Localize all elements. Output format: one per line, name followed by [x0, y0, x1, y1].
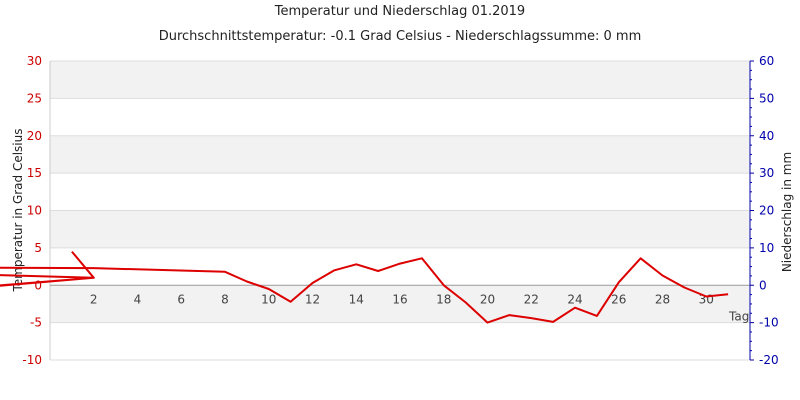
x-tick-label: 4	[134, 292, 142, 306]
right-axis-ticks: -20 -10 0 10 20 30 40 50 60	[750, 54, 779, 367]
temperature-series-line	[0, 250, 729, 324]
right-tick-label: 40	[759, 129, 774, 143]
right-tick-label: -20	[759, 353, 779, 367]
right-axis-label: Niederschlag in mm	[780, 152, 794, 272]
x-tick-label: 6	[177, 292, 185, 306]
background-band	[50, 322, 750, 360]
right-tick-label: 30	[759, 166, 774, 180]
x-tick-label: 22	[524, 292, 539, 306]
background-band	[50, 173, 750, 211]
right-tick-label: 20	[759, 204, 774, 218]
x-tick-label: 10	[261, 292, 276, 306]
grid-lines	[50, 60, 750, 361]
x-tick-label: 12	[305, 292, 320, 306]
left-tick-label: 5	[34, 241, 42, 255]
background-band	[50, 98, 750, 136]
x-axis-ticks: 2 4 6 8 10 12 14 16 18 20 22 24 26 28 30	[90, 292, 714, 306]
background-band	[50, 285, 750, 323]
x-tick-label: 16	[392, 292, 407, 306]
left-tick-label: 20	[27, 129, 42, 143]
chart-subtitle: Durchschnittstemperatur: -0.1 Grad Celsi…	[158, 29, 642, 44]
x-axis-label: Tag	[728, 309, 749, 323]
background-band	[50, 61, 750, 99]
left-axis-label: Temperatur in Grad Celsius	[11, 128, 25, 292]
right-tick-label: 60	[759, 54, 774, 68]
x-tick-label: 20	[480, 292, 495, 306]
x-tick-label: 26	[611, 292, 626, 306]
chart-title: Temperatur und Niederschlag 01.2019	[274, 4, 526, 19]
x-tick-label: 18	[436, 292, 451, 306]
right-tick-label: -10	[759, 316, 779, 330]
right-tick-label: 50	[759, 91, 774, 105]
left-tick-label: -5	[30, 316, 42, 330]
plot-background-bands	[50, 61, 750, 360]
left-tick-label: 30	[27, 54, 42, 68]
x-tick-label: 14	[349, 292, 364, 306]
series-group	[0, 250, 729, 324]
left-tick-label: 10	[27, 204, 42, 218]
background-band	[50, 135, 750, 174]
left-axis-ticks: -10 -5 0 5 10 15 20 25 30	[22, 54, 42, 367]
right-tick-label: 10	[759, 241, 774, 255]
left-tick-label: 0	[34, 278, 42, 292]
x-tick-label: 2	[90, 292, 98, 306]
left-tick-label: -10	[22, 353, 42, 367]
right-tick-label: 0	[759, 278, 767, 292]
x-tick-label: 28	[655, 292, 670, 306]
x-tick-label: 24	[567, 292, 582, 306]
left-tick-label: 15	[27, 166, 42, 180]
background-band	[50, 247, 750, 286]
left-tick-label: 25	[27, 91, 42, 105]
background-band	[50, 210, 750, 248]
x-tick-label: 8	[221, 292, 229, 306]
